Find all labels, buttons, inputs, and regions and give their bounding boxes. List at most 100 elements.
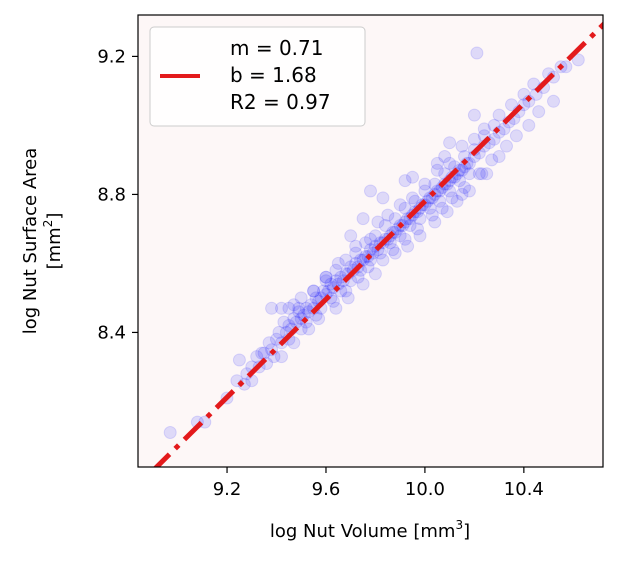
scatter-point — [331, 256, 345, 270]
x-tick-label: 9.2 — [213, 479, 242, 500]
scatter-point — [485, 153, 499, 167]
y-axis-label-line2: [mm2] — [41, 213, 65, 270]
scatter-point — [443, 184, 457, 198]
scatter-point — [341, 291, 355, 305]
scatter-point — [403, 219, 417, 232]
scatter-point — [317, 284, 330, 298]
scatter-point — [287, 312, 301, 326]
scatter-point — [275, 350, 288, 364]
scatter-point — [430, 163, 444, 177]
scatter-point — [287, 336, 301, 350]
y-axis-label-sup: 2 — [41, 220, 55, 228]
scatter-point — [428, 215, 442, 229]
scatter-point — [475, 167, 489, 181]
scatter-point — [364, 232, 377, 246]
scatter-point — [255, 346, 269, 360]
scatter-point — [275, 301, 288, 315]
scatter-point — [277, 315, 291, 329]
scatter-point — [319, 270, 333, 284]
scatter-point — [381, 208, 395, 222]
scatter-point — [302, 322, 316, 336]
scatter-point — [509, 129, 523, 143]
scatter-point — [458, 181, 471, 194]
scatter-point — [368, 229, 382, 243]
scatter-point — [398, 232, 412, 246]
scatter-point — [368, 267, 382, 281]
scatter-point — [398, 201, 412, 215]
scatter-point — [287, 298, 301, 312]
scatter-point — [423, 201, 437, 215]
scatter-point — [453, 174, 466, 188]
scatter-point — [467, 108, 481, 122]
x-axis-ticks: 9.2 9.6 10.0 10.4 — [213, 467, 544, 500]
scatter-point — [282, 301, 296, 315]
scatter-point — [339, 284, 353, 298]
scatter-point — [329, 301, 343, 315]
scatter-point — [312, 312, 326, 326]
scatter-point — [443, 136, 457, 150]
scatter-point — [294, 291, 308, 305]
scatter-point — [406, 191, 419, 205]
scatter-point — [492, 150, 506, 163]
scatter-point — [339, 253, 353, 267]
scatter-point — [450, 194, 464, 208]
scatter-point — [163, 426, 177, 439]
scatter-point — [292, 305, 306, 319]
y-tick-label: 9.2 — [97, 46, 126, 67]
scatter-point — [356, 212, 370, 226]
y-axis-label: log Nut Surface Area [mm2] — [20, 148, 65, 335]
scatter-point — [265, 301, 279, 315]
scatter-point — [571, 53, 585, 67]
legend-line-r2: R2 = 0.97 — [230, 90, 331, 114]
scatter-point — [547, 94, 560, 108]
legend-box — [149, 26, 366, 127]
scatter-point — [344, 229, 358, 243]
scatter-point — [388, 212, 402, 226]
scatter-point — [356, 277, 370, 291]
scatter-point — [467, 132, 481, 146]
legend-line-m: m = 0.71 — [230, 36, 324, 60]
x-axis-label-sup: 3 — [455, 518, 463, 532]
scatter-point — [401, 239, 415, 253]
scatter-point — [351, 270, 365, 284]
scatter-point — [299, 301, 313, 315]
scatter-point — [413, 212, 427, 226]
scatter-point — [272, 325, 286, 339]
scatter-point — [455, 139, 469, 153]
scatter-point — [435, 201, 449, 215]
scatter-point — [440, 205, 454, 219]
scatter-point — [376, 191, 390, 205]
scatter-point — [398, 174, 412, 188]
scatter-point — [418, 184, 432, 198]
scatter-point — [232, 353, 246, 367]
scatter-point — [378, 219, 392, 232]
scatter-point — [505, 98, 518, 112]
scatter-point — [408, 194, 422, 208]
scatter-point — [319, 270, 333, 284]
scatter-point — [527, 77, 541, 91]
scatter-point — [433, 194, 447, 208]
plot-frame — [137, 14, 604, 468]
x-tick-label: 10.4 — [504, 479, 544, 500]
scatter-point — [393, 229, 407, 243]
y-tick-label: 8.8 — [97, 184, 126, 205]
scatter-point — [376, 253, 390, 267]
scatter-point — [411, 222, 424, 236]
scatter-point — [324, 277, 338, 291]
fit-line-layer — [153, 21, 603, 467]
scatter-point — [462, 167, 476, 181]
scatter-point — [245, 374, 259, 388]
x-axis-label: log Nut Volume [mm3] — [270, 518, 470, 542]
scatter-point — [430, 156, 444, 170]
scatter-point — [470, 46, 484, 60]
y-tick-label: 8.4 — [97, 322, 126, 343]
scatter-point — [477, 122, 491, 136]
x-tick-label: 9.6 — [312, 479, 341, 500]
scatter-point — [307, 284, 321, 298]
scatter-point — [492, 108, 506, 122]
scatter-point — [443, 156, 457, 170]
scatter-point — [292, 301, 306, 315]
scatter-point — [455, 187, 469, 201]
scatter-point — [386, 243, 400, 257]
